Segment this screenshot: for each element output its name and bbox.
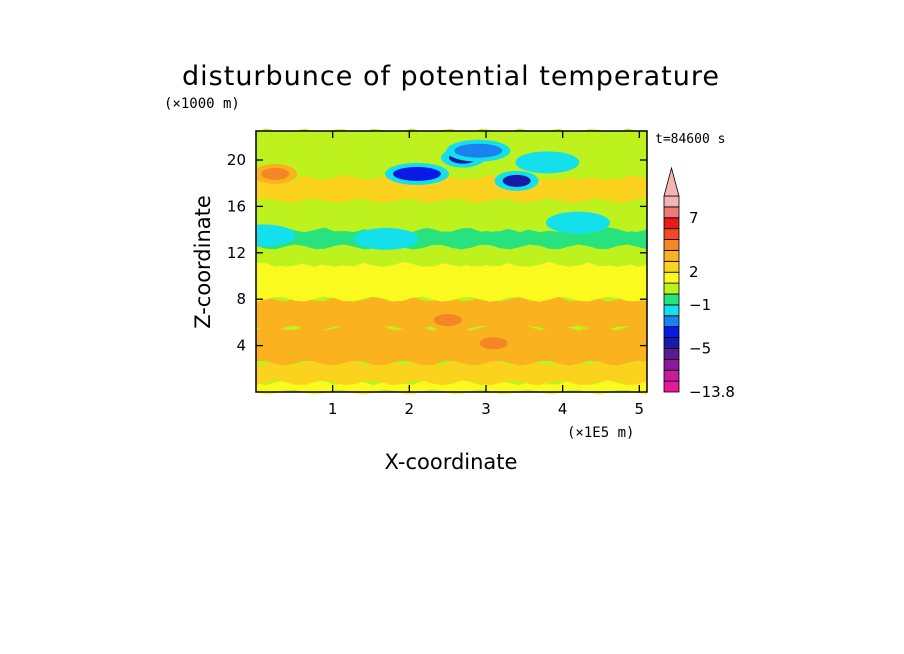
colorbar-cell — [663, 271, 680, 284]
field-anomaly — [261, 167, 290, 180]
field-anomalies — [256, 139, 610, 354]
x-tick-label: 2 — [405, 400, 415, 418]
colorbar-tick-label: −5 — [689, 339, 711, 357]
colorbar-cell — [663, 206, 680, 219]
colorbar-cell — [663, 380, 680, 393]
colorbar-cell — [663, 228, 680, 240]
colorbar: 7 2 −1 −5 −13.8 — [663, 166, 735, 401]
colorbar-cell — [663, 315, 680, 328]
field-band — [256, 325, 647, 366]
colorbar-cell — [663, 337, 680, 349]
y-unit-label: (×1000 m) — [164, 96, 240, 112]
colorbar-cell — [663, 358, 680, 371]
field-anomaly — [256, 228, 288, 243]
field-band — [256, 227, 647, 250]
x-tick-label: 1 — [328, 400, 338, 418]
x-tick-label: 4 — [558, 400, 568, 418]
y-tick-label: 20 — [227, 151, 246, 169]
field-band — [256, 174, 647, 204]
field-band — [256, 261, 647, 302]
x-unit-label: (×1E5 m) — [567, 425, 634, 441]
x-tick-label: 5 — [635, 400, 645, 418]
y-axis-label: Z-coordinate — [191, 195, 215, 329]
field-anomaly — [393, 166, 441, 181]
field-band — [256, 360, 647, 386]
colorbar-cell — [663, 250, 680, 262]
colorbar-cell — [663, 293, 680, 306]
colorbar-tick-label: −13.8 — [689, 383, 735, 401]
field-anomaly — [554, 215, 602, 230]
y-tick-label: 16 — [227, 197, 246, 215]
field-band — [256, 244, 647, 267]
colorbar-cell — [663, 326, 680, 338]
x-ticks: 1 2 3 4 5 — [328, 131, 644, 418]
field-bands — [256, 128, 647, 395]
colorbar-cell — [663, 195, 680, 208]
colorbar-tick-label: 7 — [689, 209, 699, 227]
colorbar-cell — [663, 217, 680, 230]
colorbar-cell — [663, 304, 680, 317]
field-anomaly — [362, 231, 411, 246]
y-tick-label: 4 — [236, 337, 246, 355]
x-axis-label: X-coordinate — [385, 450, 518, 474]
chart-title: disturbunce of potential temperature — [182, 61, 720, 92]
y-ticks: 4 8 12 16 20 — [227, 151, 647, 355]
colorbar-cell — [663, 260, 680, 273]
field-anomaly — [433, 314, 462, 327]
plot-frame — [255, 130, 648, 393]
colorbar-cell — [663, 369, 680, 382]
y-tick-label: 8 — [236, 290, 246, 308]
colorbar-extension — [663, 166, 680, 197]
field-anomaly — [502, 174, 531, 187]
field-anomaly — [479, 337, 508, 350]
time-label: t=84600 s — [655, 132, 725, 147]
y-tick-label: 12 — [227, 244, 246, 262]
field-anomaly — [454, 143, 503, 158]
colorbar-tick-label: 2 — [689, 263, 699, 281]
colorbar-tick-label: −1 — [689, 296, 711, 314]
field-anomaly — [523, 155, 572, 170]
colorbar-cell — [663, 239, 680, 251]
colorbar-cell — [663, 348, 680, 360]
x-tick-label: 3 — [481, 400, 491, 418]
colorbar-cell — [663, 282, 680, 295]
